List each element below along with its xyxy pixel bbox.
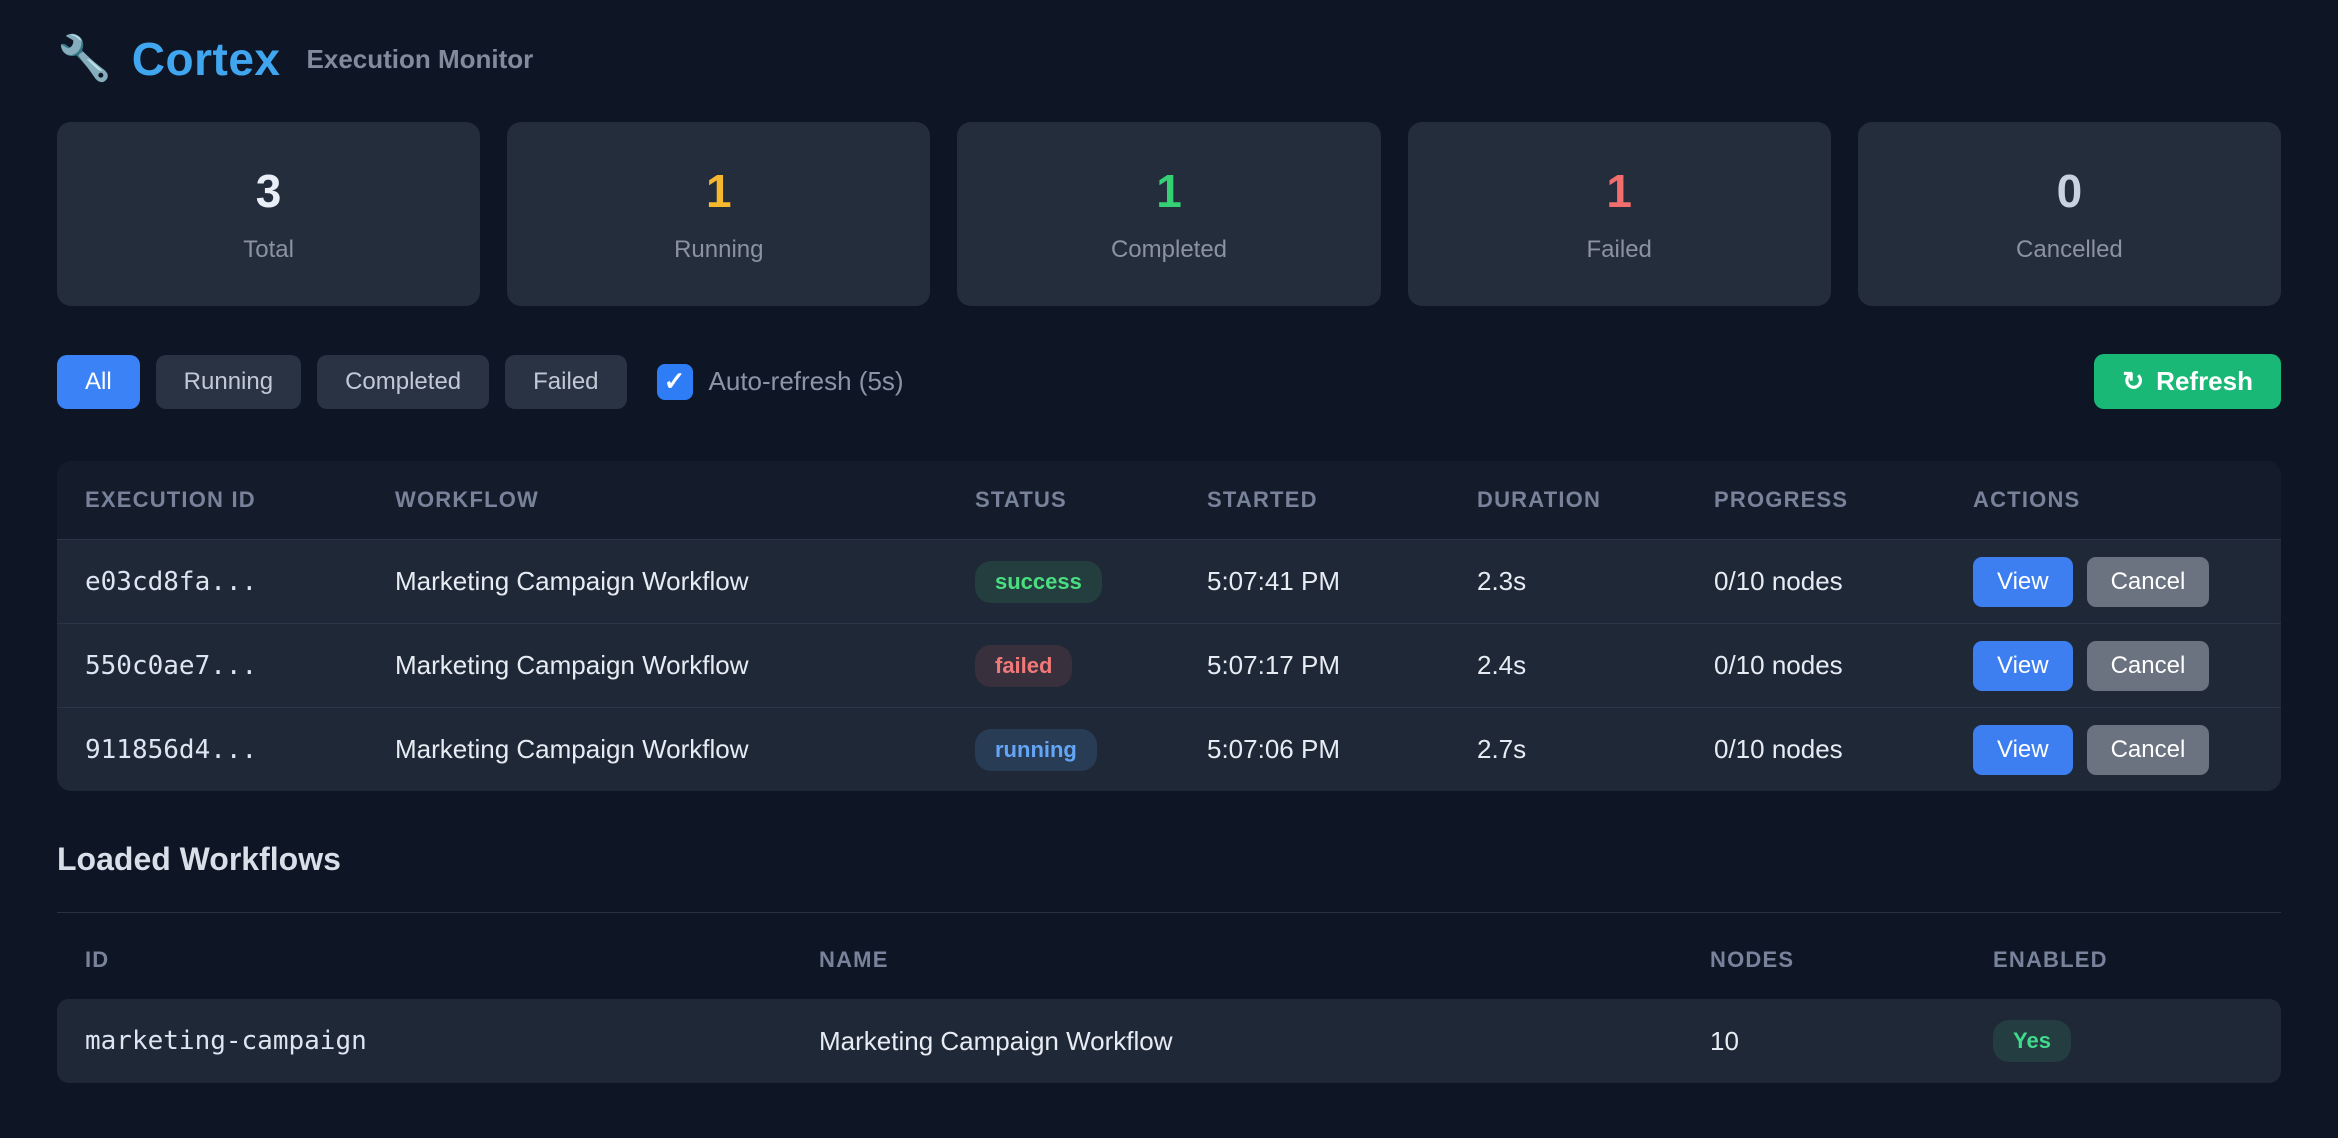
execution-monitor-page: 🔧 Cortex Execution Monitor 3 Total 1 Run… — [57, 24, 2282, 1083]
stat-card-running: 1 Running — [507, 122, 931, 306]
status-badge: success — [975, 560, 1102, 603]
column-header-duration: DURATION — [1477, 487, 1602, 512]
stat-value-completed: 1 — [1156, 165, 1182, 217]
refresh-icon: ↻ — [2122, 366, 2145, 396]
column-header-execution-id: EXECUTION ID — [85, 487, 256, 512]
execution-id: 911856d4... — [85, 734, 258, 765]
executions-table-header: EXECUTION ID WORKFLOW STATUS STARTED DUR… — [57, 461, 2281, 539]
stat-label-total: Total — [243, 236, 294, 263]
filter-button-completed[interactable]: Completed — [317, 354, 490, 409]
stats-row: 3 Total 1 Running 1 Completed 1 Failed 0… — [57, 122, 2282, 306]
refresh-button-label: Refresh — [2156, 366, 2253, 396]
column-header-actions: ACTIONS — [1973, 487, 2081, 512]
table-row: marketing-campaign Marketing Campaign Wo… — [57, 999, 2281, 1083]
table-row: 911856d4... Marketing Campaign Workflow … — [57, 707, 2281, 791]
refresh-button[interactable]: ↻ Refresh — [2094, 354, 2281, 409]
column-header-status: STATUS — [975, 487, 1067, 512]
app-title: Cortex — [131, 33, 281, 85]
app-subtitle: Execution Monitor — [306, 43, 534, 74]
view-button[interactable]: View — [1973, 724, 2073, 775]
execution-id: 550c0ae7... — [85, 650, 258, 681]
status-badge: failed — [975, 644, 1073, 687]
section-divider — [57, 912, 2281, 913]
stat-card-failed: 1 Failed — [1407, 122, 1831, 306]
column-header-started: STARTED — [1207, 487, 1318, 512]
cancel-button[interactable]: Cancel — [2086, 724, 2210, 775]
stat-card-total: 3 Total — [57, 122, 481, 306]
started-time: 5:07:41 PM — [1207, 566, 1340, 596]
table-row: e03cd8fa... Marketing Campaign Workflow … — [57, 539, 2281, 623]
stat-value-cancelled: 0 — [2056, 165, 2083, 217]
stat-value-running: 1 — [706, 165, 732, 217]
auto-refresh-checkbox[interactable]: ✓ — [656, 363, 693, 400]
filter-button-running[interactable]: Running — [155, 354, 302, 409]
view-button[interactable]: View — [1973, 640, 2073, 691]
workflow-id: marketing-campaign — [85, 1026, 367, 1056]
stat-card-cancelled: 0 Cancelled — [1857, 122, 2282, 306]
execution-id: e03cd8fa... — [85, 566, 258, 597]
stat-card-completed: 1 Completed — [957, 122, 1381, 306]
workflow-name: Marketing Campaign Workflow — [395, 566, 749, 596]
workflow-name: Marketing Campaign Workflow — [395, 650, 749, 680]
cancel-button[interactable]: Cancel — [2086, 556, 2210, 607]
workflows-table-header: ID NAME NODES ENABLED — [57, 921, 2281, 999]
stat-label-failed: Failed — [1586, 236, 1652, 263]
duration-value: 2.7s — [1477, 734, 1527, 764]
duration-value: 2.3s — [1477, 566, 1527, 596]
column-header-name: NAME — [819, 947, 889, 972]
workflow-name: Marketing Campaign Workflow — [395, 734, 749, 764]
table-row: 550c0ae7... Marketing Campaign Workflow … — [57, 623, 2281, 707]
stat-label-running: Running — [674, 236, 764, 263]
auto-refresh-label: Auto-refresh (5s) — [708, 366, 904, 396]
progress-value: 0/10 nodes — [1714, 734, 1843, 764]
workflow-name: Marketing Campaign Workflow — [819, 1025, 1173, 1056]
column-header-enabled: ENABLED — [1993, 947, 2108, 972]
started-time: 5:07:06 PM — [1207, 734, 1340, 764]
workflow-nodes: 10 — [1710, 1025, 1739, 1056]
executions-table: EXECUTION ID WORKFLOW STATUS STARTED DUR… — [57, 461, 2281, 791]
checkmark-icon: ✓ — [663, 366, 686, 396]
column-header-id: ID — [85, 947, 110, 972]
started-time: 5:07:17 PM — [1207, 650, 1340, 680]
stat-label-cancelled: Cancelled — [2016, 236, 2123, 263]
duration-value: 2.4s — [1477, 650, 1527, 680]
enabled-badge: Yes — [1993, 1020, 2071, 1062]
loaded-workflows-heading: Loaded Workflows — [57, 841, 341, 877]
status-badge: running — [975, 728, 1097, 771]
filter-bar: All Running Completed Failed ✓ Auto-refr… — [57, 354, 2281, 409]
filter-button-all[interactable]: All — [57, 354, 140, 409]
column-header-progress: PROGRESS — [1714, 487, 1849, 512]
column-header-workflow: WORKFLOW — [395, 487, 540, 512]
stat-value-total: 3 — [255, 165, 282, 217]
cancel-button[interactable]: Cancel — [2086, 640, 2210, 691]
progress-value: 0/10 nodes — [1714, 566, 1843, 596]
column-header-nodes: NODES — [1710, 947, 1795, 972]
wrench-icon: 🔧 — [57, 34, 112, 83]
auto-refresh-control: ✓ Auto-refresh (5s) — [656, 363, 904, 400]
view-button[interactable]: View — [1973, 556, 2073, 607]
stat-value-failed: 1 — [1606, 165, 1632, 217]
app-header: 🔧 Cortex Execution Monitor — [57, 24, 2281, 94]
progress-value: 0/10 nodes — [1714, 650, 1843, 680]
filter-button-failed[interactable]: Failed — [505, 354, 627, 409]
stat-label-completed: Completed — [1110, 236, 1228, 263]
